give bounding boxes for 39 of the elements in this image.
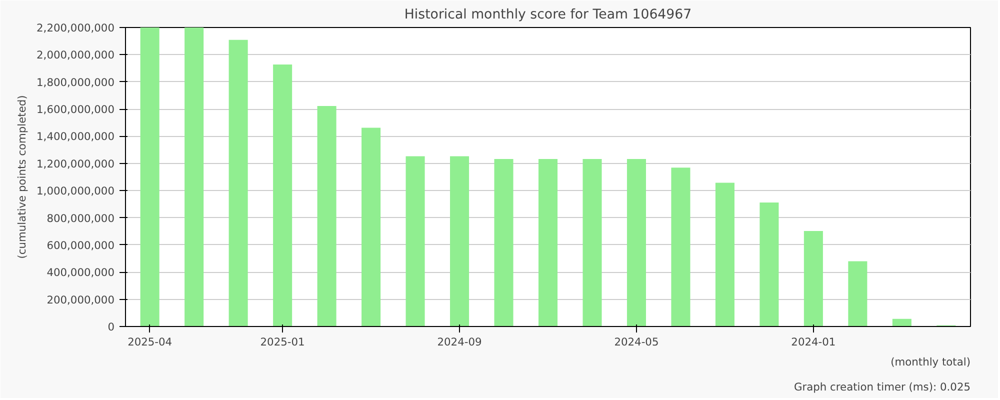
- y-tick-label: 1,400,000,000: [36, 130, 115, 144]
- bar: [317, 106, 336, 326]
- bar: [760, 202, 779, 326]
- x-tick-label: 2025-01: [260, 336, 305, 348]
- x-tick-label: 2025-04: [128, 336, 172, 348]
- bar: [362, 128, 381, 326]
- y-tick-label: 400,000,000: [46, 266, 115, 280]
- bar: [538, 159, 558, 326]
- text: Graph creation timer (ms): 0.025: [794, 380, 971, 394]
- bar: [892, 318, 912, 326]
- bar: [228, 40, 248, 326]
- bar: [582, 159, 602, 326]
- bar: [273, 64, 292, 326]
- bar: [804, 230, 823, 326]
- bar: [671, 168, 690, 326]
- y-tick-label: 2,200,000,000: [36, 22, 115, 34]
- bar: [140, 28, 160, 326]
- chart-title: Historical monthly score for Team 1064967: [404, 8, 692, 22]
- bar: [715, 182, 734, 326]
- x-tick-label: 2024-01: [791, 336, 836, 348]
- y-tick-label: 2,000,000,000: [36, 48, 115, 62]
- y-tick-label: 1,200,000,000: [36, 157, 115, 170]
- y-tick-label: 1,000,000,000: [36, 184, 115, 198]
- bar: [494, 159, 514, 326]
- bar: [450, 156, 470, 326]
- y-tick-label: 600,000,000: [46, 238, 115, 252]
- bar: [406, 156, 425, 326]
- y-tick-label: 0: [108, 320, 115, 334]
- bar: [184, 28, 204, 326]
- y-tick-label: 200,000,000: [46, 293, 115, 306]
- y-tick-label: 800,000,000: [46, 212, 115, 225]
- y-axis-title: (cumulative points completed): [16, 95, 29, 259]
- x-axis-title: (monthly total): [890, 356, 970, 368]
- bar: [848, 261, 868, 326]
- bar: [626, 159, 646, 326]
- x-tick-label: 2024-09: [437, 336, 482, 348]
- y-tick-label: 1,600,000,000: [36, 103, 115, 116]
- y-tick-label: 1,800,000,000: [36, 76, 115, 89]
- x-tick-label: 2024-05: [614, 336, 659, 348]
